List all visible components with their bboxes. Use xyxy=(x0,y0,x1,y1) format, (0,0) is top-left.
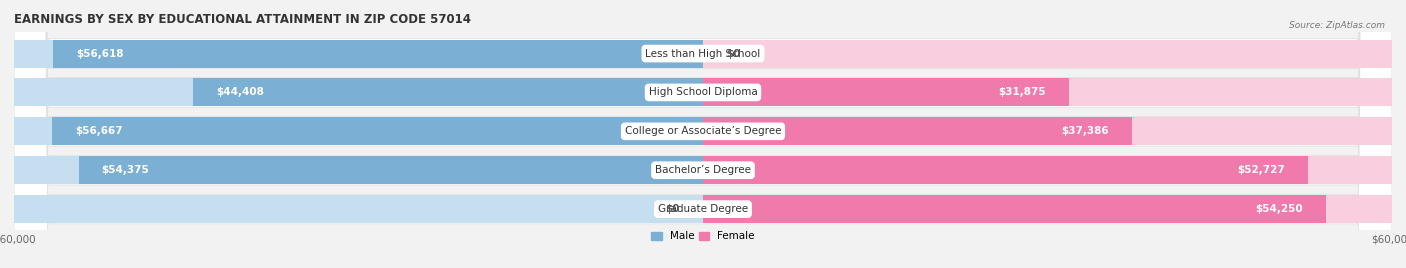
Text: $44,408: $44,408 xyxy=(217,87,264,98)
Text: $31,875: $31,875 xyxy=(998,87,1046,98)
Text: $0: $0 xyxy=(725,49,741,58)
Text: Less than High School: Less than High School xyxy=(645,49,761,58)
Text: $52,727: $52,727 xyxy=(1237,165,1285,175)
Bar xyxy=(53,40,703,68)
Text: $54,375: $54,375 xyxy=(101,165,149,175)
Text: EARNINGS BY SEX BY EDUCATIONAL ATTAINMENT IN ZIP CODE 57014: EARNINGS BY SEX BY EDUCATIONAL ATTAINMEN… xyxy=(14,13,471,26)
Bar xyxy=(193,79,703,106)
Bar xyxy=(703,156,1392,184)
FancyBboxPatch shape xyxy=(14,0,1392,268)
Text: $0: $0 xyxy=(665,204,681,214)
Bar xyxy=(14,79,703,106)
Bar xyxy=(703,117,1392,145)
Bar xyxy=(703,79,1069,106)
Legend: Male, Female: Male, Female xyxy=(651,231,755,241)
Bar xyxy=(703,40,1392,68)
Bar xyxy=(14,195,703,223)
Bar xyxy=(703,195,1392,223)
Text: $54,250: $54,250 xyxy=(1256,204,1303,214)
FancyBboxPatch shape xyxy=(14,0,1392,268)
Text: Bachelor’s Degree: Bachelor’s Degree xyxy=(655,165,751,175)
Bar xyxy=(52,117,703,145)
Bar xyxy=(703,79,1392,106)
FancyBboxPatch shape xyxy=(14,0,1392,268)
Text: Source: ZipAtlas.com: Source: ZipAtlas.com xyxy=(1289,21,1385,31)
Bar xyxy=(14,156,703,184)
Text: High School Diploma: High School Diploma xyxy=(648,87,758,98)
Text: $37,386: $37,386 xyxy=(1062,126,1109,136)
Text: College or Associate’s Degree: College or Associate’s Degree xyxy=(624,126,782,136)
Text: $56,618: $56,618 xyxy=(76,49,124,58)
Bar xyxy=(703,117,1132,145)
Text: $56,667: $56,667 xyxy=(76,126,122,136)
FancyBboxPatch shape xyxy=(14,0,1392,268)
Bar xyxy=(14,40,703,68)
Bar xyxy=(703,156,1309,184)
Bar xyxy=(703,195,1326,223)
FancyBboxPatch shape xyxy=(14,0,1392,268)
Bar xyxy=(79,156,703,184)
Text: Graduate Degree: Graduate Degree xyxy=(658,204,748,214)
Bar xyxy=(14,117,703,145)
